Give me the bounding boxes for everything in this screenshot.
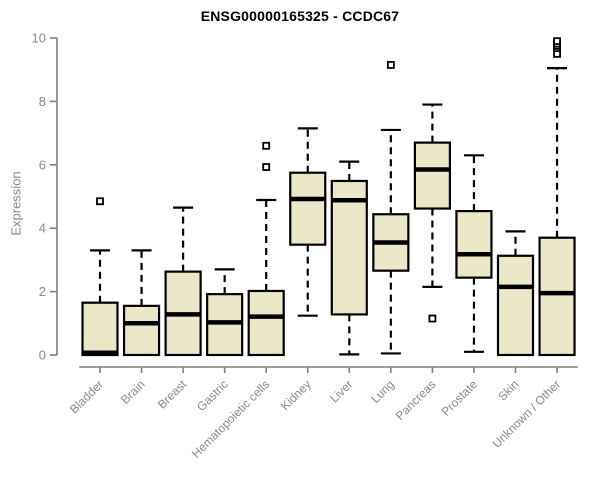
x-tick-label: Skin: [495, 377, 521, 403]
x-tick-label: Lung: [368, 377, 397, 406]
outlier-point: [262, 163, 271, 171]
box-hematopoietic-cells: [247, 289, 285, 357]
outlier-point: [553, 37, 561, 46]
y-tick-label: 4: [39, 221, 46, 236]
chart-title: ENSG00000165325 - CCDC67: [200, 8, 400, 24]
x-tick-label: Prostate: [439, 377, 481, 419]
outlier-point: [386, 61, 395, 69]
box-brain: [122, 304, 161, 357]
box-bladder: [81, 301, 119, 357]
y-tick-label: 0: [39, 348, 46, 363]
x-tick-label: Bladder: [67, 377, 106, 416]
y-tick-label: 2: [39, 284, 46, 299]
y-tick-label: 6: [39, 157, 46, 172]
x-tick-label: Hematopoietic cells: [189, 377, 272, 460]
box-prostate: [455, 209, 493, 279]
y-tick-label: 10: [32, 31, 46, 46]
x-tick-label: Pancreas: [393, 377, 439, 423]
box-liver: [330, 179, 368, 316]
x-tick-label: Kidney: [278, 377, 314, 413]
x-tick-label: Breast: [155, 377, 190, 412]
box-skin: [496, 254, 535, 357]
box-pancreas: [413, 141, 451, 210]
outlier-point: [262, 141, 271, 150]
x-tick-label: Liver: [327, 377, 355, 405]
box-kidney: [289, 171, 327, 246]
outlier-point: [428, 314, 437, 323]
box-unknown-other: [538, 236, 576, 357]
x-tick-label: Brain: [118, 377, 148, 407]
outlier-point: [96, 197, 104, 206]
y-tick-label: 8: [39, 94, 46, 109]
x-tick-label: Gastric: [194, 377, 231, 414]
